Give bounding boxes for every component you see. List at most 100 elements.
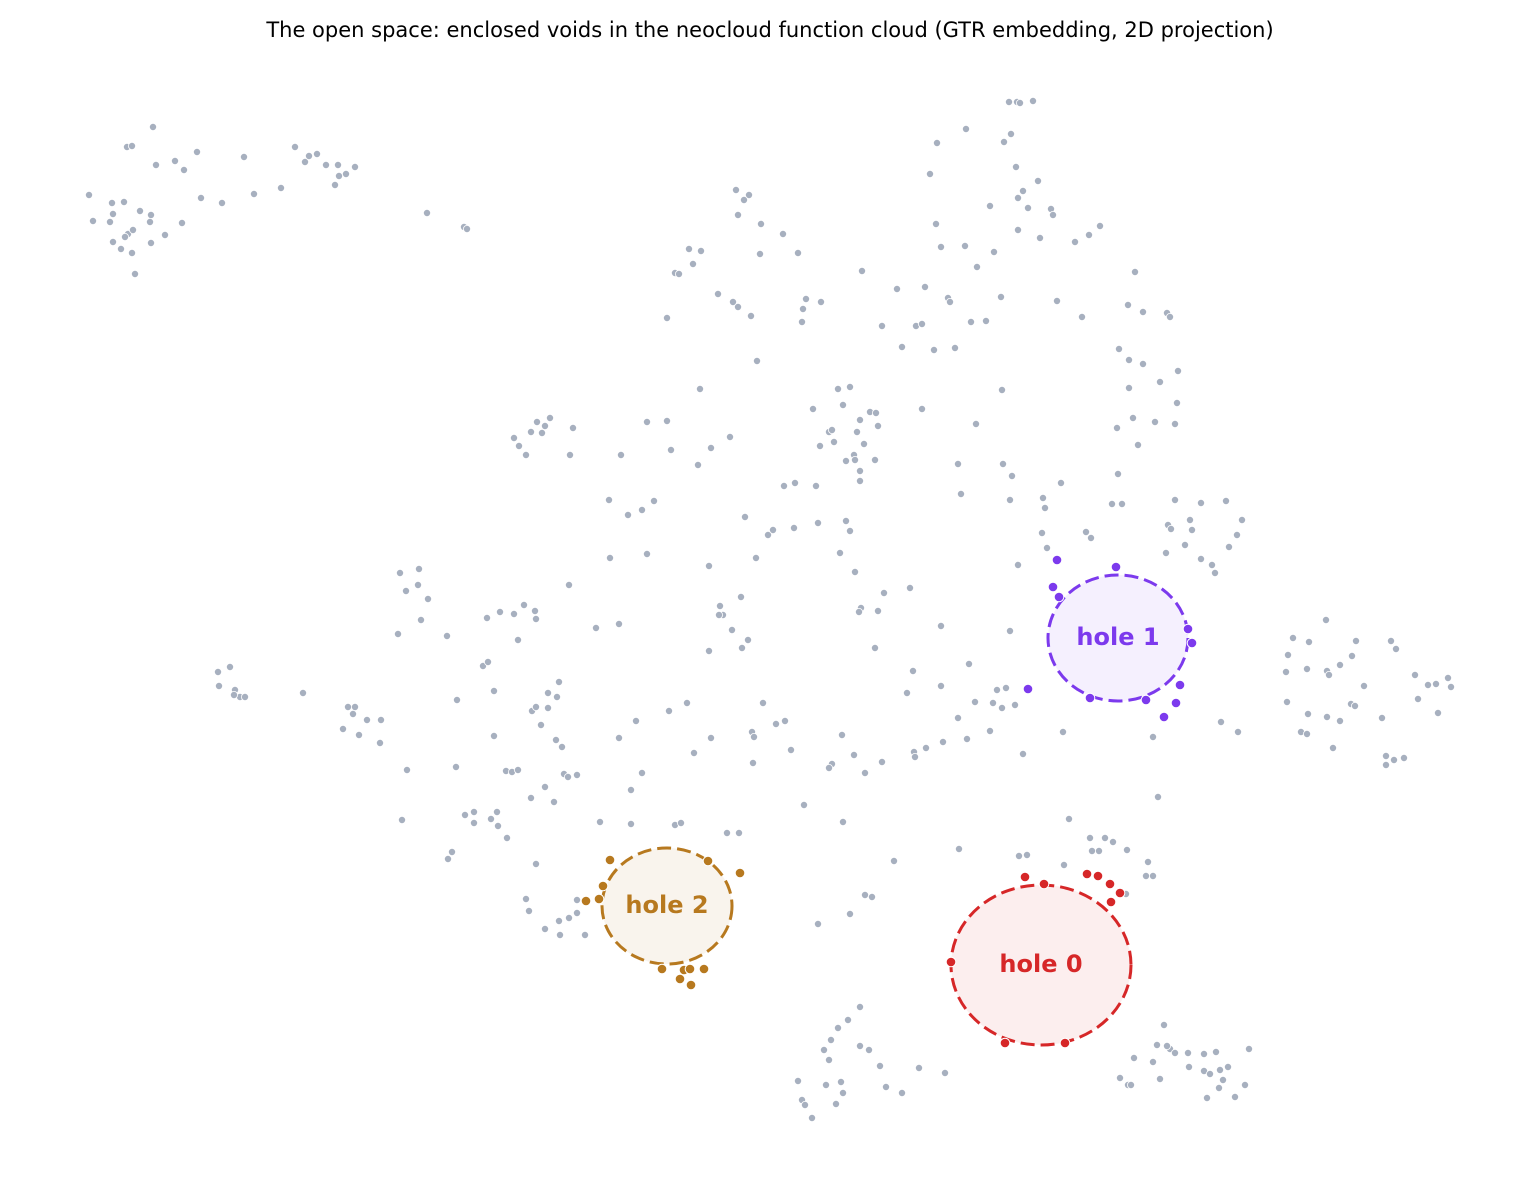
- boundary-point: [1081, 868, 1093, 880]
- point: [1212, 1048, 1221, 1057]
- point: [1041, 503, 1050, 512]
- point: [828, 425, 837, 434]
- point: [1206, 1070, 1215, 1079]
- point: [128, 225, 137, 234]
- point: [469, 819, 478, 828]
- point: [1304, 710, 1313, 719]
- point: [822, 1081, 831, 1090]
- point: [951, 343, 960, 352]
- point: [890, 857, 899, 866]
- point: [750, 733, 759, 742]
- point: [683, 699, 692, 708]
- point: [855, 608, 864, 617]
- point: [541, 925, 550, 934]
- boundary-point: [1084, 692, 1096, 704]
- point: [1447, 683, 1456, 692]
- point: [961, 241, 970, 250]
- point: [749, 759, 758, 768]
- point: [728, 626, 737, 635]
- point: [922, 744, 931, 753]
- point: [955, 845, 964, 854]
- point: [1323, 713, 1332, 722]
- point: [196, 193, 205, 202]
- point: [705, 562, 714, 571]
- point: [627, 820, 636, 829]
- point: [1130, 1054, 1139, 1063]
- point: [801, 1101, 810, 1110]
- point: [954, 714, 963, 723]
- point: [1241, 1081, 1250, 1090]
- point: [1002, 684, 1011, 693]
- point: [1038, 529, 1047, 538]
- point: [860, 439, 869, 448]
- point: [108, 198, 117, 207]
- point: [1023, 851, 1032, 860]
- point: [825, 764, 834, 773]
- point: [495, 608, 504, 617]
- point: [1142, 872, 1151, 881]
- point: [697, 246, 706, 255]
- point: [192, 147, 201, 156]
- point: [538, 428, 547, 437]
- point: [1411, 671, 1420, 680]
- point: [565, 914, 574, 923]
- point: [1114, 469, 1123, 478]
- point: [544, 689, 553, 698]
- point: [1163, 1042, 1172, 1051]
- point: [1360, 682, 1369, 691]
- point: [1016, 99, 1025, 108]
- point: [846, 527, 855, 536]
- point: [558, 743, 567, 752]
- point: [707, 734, 716, 743]
- point: [1101, 834, 1110, 843]
- point: [343, 703, 352, 712]
- point: [643, 550, 652, 559]
- point: [1012, 162, 1021, 171]
- point: [1245, 1045, 1254, 1054]
- point: [1006, 495, 1015, 504]
- point: [1043, 544, 1052, 553]
- point: [1171, 419, 1180, 428]
- point: [1352, 637, 1361, 646]
- point: [532, 615, 541, 624]
- point: [696, 384, 705, 393]
- point: [1303, 730, 1312, 739]
- point: [745, 190, 754, 199]
- boundary-point: [698, 963, 710, 975]
- point: [1289, 634, 1298, 643]
- boundary-point: [593, 893, 605, 905]
- point: [839, 400, 848, 409]
- point: [714, 289, 723, 298]
- point: [830, 437, 839, 446]
- point: [397, 816, 406, 825]
- point: [1351, 702, 1360, 711]
- point: [1005, 98, 1014, 107]
- point: [502, 834, 511, 843]
- point: [541, 783, 550, 792]
- boundary-point: [1059, 1037, 1071, 1049]
- point: [537, 721, 546, 730]
- point: [130, 269, 139, 278]
- point: [624, 510, 633, 519]
- point: [1088, 847, 1097, 856]
- point: [1118, 499, 1127, 508]
- point: [933, 138, 942, 147]
- point: [1115, 344, 1124, 353]
- point: [348, 710, 357, 719]
- point: [638, 505, 647, 514]
- boundary-point: [1022, 683, 1034, 695]
- point: [460, 811, 469, 820]
- point: [1238, 516, 1247, 525]
- boundary-point: [1051, 554, 1063, 566]
- point: [1014, 193, 1023, 202]
- point: [705, 647, 714, 656]
- point: [354, 731, 363, 740]
- point: [989, 699, 998, 708]
- point: [423, 595, 432, 604]
- point: [1082, 528, 1091, 537]
- point: [240, 693, 249, 702]
- boundary-point: [1053, 591, 1065, 603]
- point: [871, 455, 880, 464]
- point: [937, 682, 946, 691]
